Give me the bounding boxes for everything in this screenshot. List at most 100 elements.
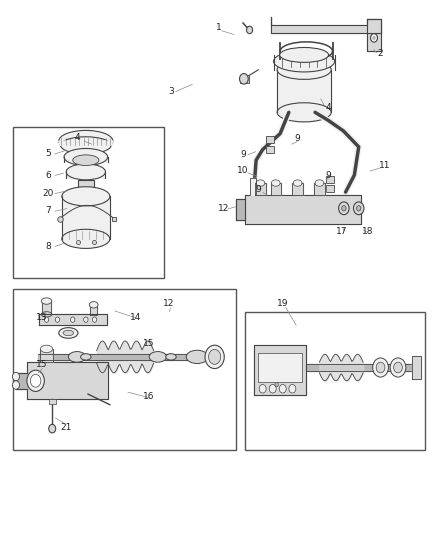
Polygon shape [40,349,53,362]
Polygon shape [39,314,107,325]
Ellipse shape [41,312,52,317]
Circle shape [55,317,60,322]
Text: 4: 4 [74,133,80,142]
Text: 18: 18 [362,228,373,237]
Polygon shape [271,183,281,195]
Ellipse shape [68,352,86,362]
Text: 10: 10 [237,166,249,175]
Text: 21: 21 [60,423,72,432]
Circle shape [353,202,364,215]
Ellipse shape [208,350,221,365]
Circle shape [269,384,276,393]
Text: 9: 9 [240,150,246,159]
Polygon shape [314,183,325,195]
Polygon shape [250,177,256,195]
Polygon shape [64,157,108,163]
Polygon shape [254,345,306,395]
Bar [266,147,274,154]
Text: 15: 15 [143,339,155,348]
Ellipse shape [376,362,385,373]
Ellipse shape [205,345,224,368]
Bar [78,180,94,190]
Ellipse shape [62,229,110,248]
Circle shape [259,384,266,393]
Ellipse shape [149,352,166,362]
Ellipse shape [66,164,106,180]
Circle shape [357,206,361,211]
Ellipse shape [59,131,113,152]
Ellipse shape [166,354,176,360]
Ellipse shape [62,187,110,206]
Circle shape [12,381,19,389]
Circle shape [289,384,296,393]
Circle shape [44,317,49,322]
Circle shape [92,317,97,322]
Text: 8: 8 [45,242,51,251]
Polygon shape [277,70,331,112]
Circle shape [240,74,248,84]
Text: 15: 15 [36,360,48,369]
Text: 9: 9 [295,134,300,143]
Polygon shape [66,172,106,178]
Ellipse shape [63,330,74,336]
Text: 16: 16 [143,392,155,401]
Ellipse shape [59,328,78,338]
Polygon shape [236,199,245,220]
Circle shape [339,202,349,215]
Text: 20: 20 [42,189,53,198]
Bar [13,289,236,450]
Text: 9: 9 [325,171,331,180]
Polygon shape [292,183,303,195]
Ellipse shape [27,370,44,391]
Text: 19: 19 [276,299,288,308]
Circle shape [12,372,19,381]
Polygon shape [245,195,361,224]
Ellipse shape [81,354,91,360]
Circle shape [279,384,286,393]
Ellipse shape [315,180,324,186]
Text: 13: 13 [36,312,48,321]
Polygon shape [62,196,110,239]
Circle shape [71,317,75,322]
Ellipse shape [390,358,406,377]
Polygon shape [27,362,108,399]
Ellipse shape [41,298,52,304]
Ellipse shape [274,51,335,72]
Circle shape [275,382,279,386]
Text: 6: 6 [45,171,51,180]
Bar [245,312,425,450]
Text: 7: 7 [45,206,51,215]
Ellipse shape [256,180,265,186]
Polygon shape [16,373,27,389]
Ellipse shape [73,155,99,165]
Ellipse shape [277,60,331,79]
Bar [13,127,164,278]
Text: 5: 5 [45,149,51,158]
Circle shape [247,26,253,34]
Bar [258,353,302,382]
Text: 12: 12 [218,204,229,213]
Polygon shape [306,365,420,370]
Ellipse shape [272,180,280,186]
Text: 17: 17 [336,228,347,237]
Polygon shape [255,183,266,195]
Polygon shape [38,354,223,360]
Text: 2: 2 [378,50,383,58]
Ellipse shape [277,103,331,122]
Text: 9: 9 [255,185,261,194]
Bar [240,75,249,83]
Ellipse shape [394,362,403,373]
Ellipse shape [40,345,53,353]
Ellipse shape [89,302,98,308]
Polygon shape [272,17,381,33]
Ellipse shape [60,137,111,154]
Circle shape [84,317,88,322]
Text: 12: 12 [163,299,174,308]
Text: 1: 1 [216,23,222,32]
Circle shape [342,206,346,211]
Text: 11: 11 [379,161,391,170]
Text: 14: 14 [131,312,142,321]
Ellipse shape [293,180,302,186]
Ellipse shape [30,374,41,387]
Circle shape [49,424,56,433]
